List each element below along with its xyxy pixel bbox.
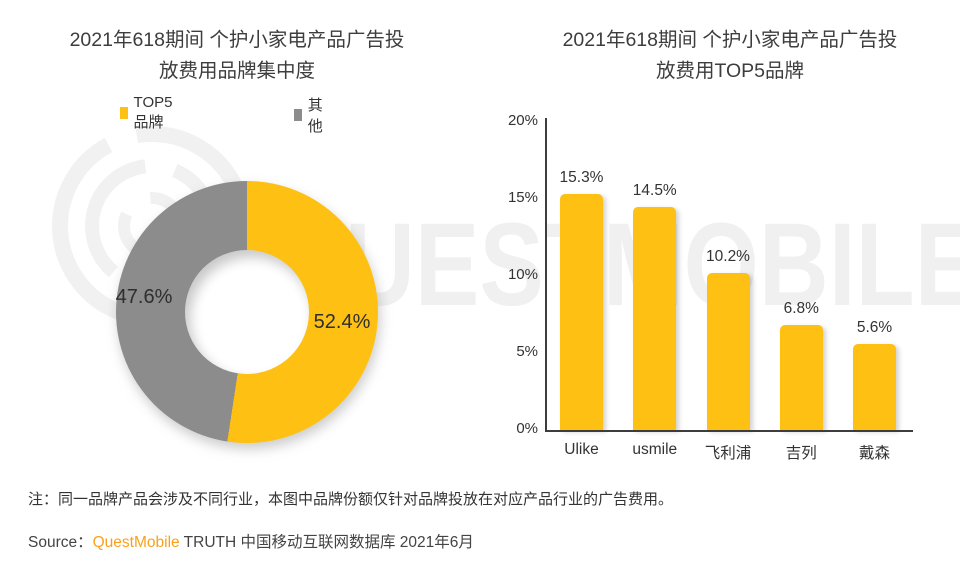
legend-item-top5: TOP5品牌 [120, 94, 177, 132]
legend-item-other: 其他 [294, 94, 327, 136]
bar-category-label: usmile [632, 441, 678, 458]
bar-category-label: 戴森 [858, 445, 890, 462]
bar [853, 344, 896, 430]
y-tick-label: 20% [507, 112, 538, 129]
donut-hole [185, 250, 309, 374]
y-tick-label: 0% [516, 420, 538, 437]
y-tick-label: 10% [507, 266, 538, 283]
footnote: 注：同一品牌产品会涉及不同行业，本图中品牌份额仅针对品牌投放在对应产品行业的广告… [28, 491, 674, 508]
bar [706, 273, 750, 430]
source-brand: QuestMobile [92, 534, 180, 551]
bar-value-label: 10.2% [706, 248, 750, 265]
donut-label-other: 47.6% [115, 286, 173, 308]
legend-swatch-top5-icon [120, 107, 128, 119]
bar [560, 194, 603, 430]
bar-category-label: 吉列 [785, 445, 817, 462]
bar-chart-title: 2021年618期间 个护小家电产品广告投 放费用TOP5品牌 [520, 25, 940, 87]
y-tick-label: 15% [507, 189, 538, 206]
bar-category-label: 飞利浦 [704, 445, 752, 462]
bar-value-label: 15.3% [559, 169, 604, 186]
donut-chart-title: 2021年618期间 个护小家电产品广告投 放费用品牌集中度 [27, 25, 447, 87]
donut-chart-title-line2: 放费用品牌集中度 [158, 60, 315, 82]
legend-label-other: 其他 [307, 97, 323, 135]
source-line: Source：QuestMobile TRUTH 中国移动互联网数据库 2021… [28, 530, 474, 552]
donut-chart-title-line1: 2021年618期间 个护小家电产品广告投 [69, 29, 405, 51]
bar [633, 207, 677, 430]
legend-swatch-other-icon [294, 109, 302, 121]
source-suffix: TRUTH 中国移动互联网数据库 2021年6月 [179, 534, 474, 551]
source-prefix: Source： [28, 534, 93, 551]
bar-category-label: Ulike [564, 441, 599, 458]
y-tick-label: 5% [516, 343, 538, 360]
x-axis-line [545, 430, 913, 432]
bar-value-label: 6.8% [783, 300, 819, 317]
bar [779, 325, 823, 430]
y-axis-line [545, 118, 547, 431]
bar-chart-title-line1: 2021年618期间 个护小家电产品广告投 [562, 29, 898, 51]
bar-value-label: 14.5% [632, 182, 677, 199]
legend-label-top5: TOP5品牌 [133, 94, 173, 131]
bar-chart-title-line2: 放费用TOP5品牌 [655, 60, 805, 82]
donut-label-top5: 52.4% [313, 311, 371, 333]
bar-value-label: 5.6% [856, 319, 893, 336]
